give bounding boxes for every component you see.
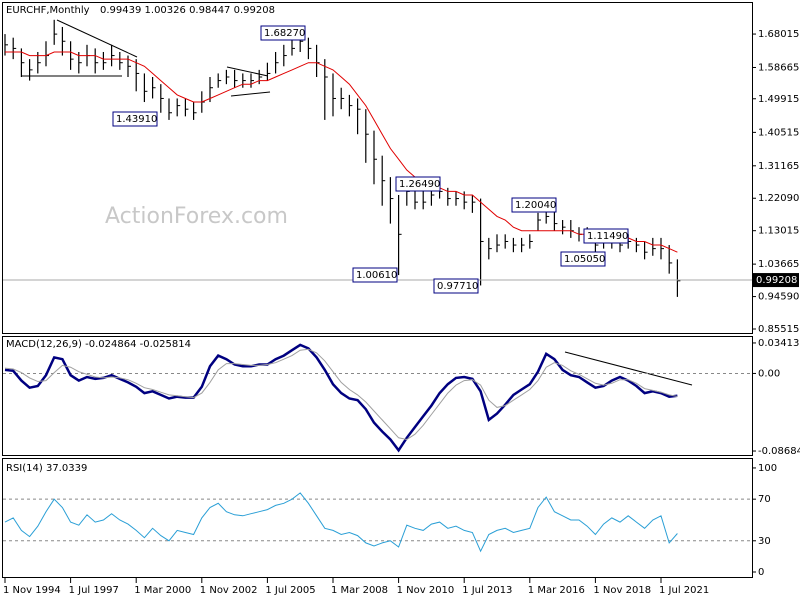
y-tick-label: 30 (758, 536, 771, 547)
annotation: 1.43910 (116, 114, 157, 125)
y-tick-label: 1.49915 (758, 94, 799, 105)
chart-subtitle: 0.99439 1.00326 0.98447 0.99208 (100, 5, 275, 16)
trendline (230, 91, 271, 97)
price-panel (2, 2, 753, 334)
y-tick-label: 1.40515 (758, 127, 799, 138)
annotation-box (260, 25, 306, 41)
annotation-box (583, 228, 629, 244)
x-tick-label: 1 Nov 1994 (3, 585, 61, 596)
y-tick-label: 0.94590 (758, 292, 799, 303)
annotation-box (560, 251, 606, 267)
x-tick-label: 1 Nov 2010 (397, 585, 455, 596)
y-tick-label: 1.58665 (758, 62, 799, 73)
y-tick-label: 1.03665 (758, 259, 799, 270)
rsi-panel (2, 458, 753, 578)
x-tick-label: 1 Jul 2021 (659, 585, 709, 596)
y-tick-label: 0.034137 (758, 338, 800, 349)
x-tick-label: 1 Nov 2002 (200, 585, 258, 596)
annotation: 0.97710 (437, 281, 478, 292)
y-tick-label: -0.086849 (758, 446, 800, 457)
series-line (4, 348, 678, 441)
trendline (226, 66, 269, 77)
trendlines (22, 19, 693, 386)
x-tick-label: 1 Mar 2008 (331, 585, 388, 596)
x-tick-label: 1 Jul 2013 (462, 585, 512, 596)
y-tick-label: 1.22090 (758, 193, 799, 204)
y-tick-label: 1.13015 (758, 226, 799, 237)
y-tick-label: 0 (758, 567, 764, 578)
annotation: 1.05050 (564, 254, 605, 265)
x-tick-label: 1 Nov 2018 (593, 585, 651, 596)
annotation-box (352, 267, 398, 283)
x-tick-label: 1 Jul 1997 (69, 585, 119, 596)
y-tick-label: 1.68015 (758, 29, 799, 40)
annotation: 1.00610 (356, 270, 397, 281)
y-tick-label: 1.31165 (758, 161, 799, 172)
y-tick-label: 0.85515 (758, 324, 799, 335)
y-tick-label: 70 (758, 494, 771, 505)
trendline (564, 351, 693, 386)
trendline (56, 19, 138, 58)
x-tick-label: 1 Mar 2016 (528, 585, 585, 596)
y-tick-label: 100 (758, 463, 777, 474)
annotation-box (395, 176, 441, 192)
watermark: ActionForex.com (105, 204, 288, 229)
rsi-title: RSI(14) 37.0339 (6, 463, 87, 474)
annotation-box (112, 111, 158, 127)
last-price-box (753, 273, 799, 288)
x-tick-label: 1 Mar 2000 (134, 585, 191, 596)
y-tick-label: 0.00 (758, 368, 780, 379)
annotation: 1.11490 (587, 231, 628, 242)
chart-title: EURCHF,Monthly (6, 5, 90, 16)
annotation: 1.20040 (515, 200, 556, 211)
series-line (4, 492, 678, 553)
annotation: 1.68270 (264, 28, 305, 39)
annotation-box (511, 197, 557, 213)
annotation-box (433, 278, 479, 294)
series-line (5, 51, 678, 253)
annotation: 1.26490 (399, 179, 440, 190)
x-tick-label: 1 Jul 2005 (265, 585, 315, 596)
macd-panel (2, 336, 753, 456)
macd-title: MACD(12,26,9) -0.024864 -0.025814 (6, 339, 191, 350)
last-price-label: 0.99208 (756, 275, 797, 286)
